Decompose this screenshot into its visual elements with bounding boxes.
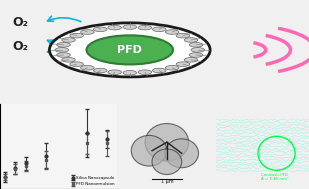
Circle shape	[131, 135, 167, 166]
Circle shape	[184, 57, 198, 62]
Circle shape	[189, 53, 203, 57]
Circle shape	[62, 57, 75, 62]
Circle shape	[138, 70, 152, 74]
Circle shape	[123, 70, 137, 75]
Text: O₂: O₂	[12, 16, 28, 29]
Circle shape	[176, 62, 190, 67]
Circle shape	[81, 66, 94, 70]
Text: O₂: O₂	[12, 40, 28, 53]
Circle shape	[191, 48, 205, 52]
Circle shape	[189, 43, 203, 47]
Circle shape	[165, 66, 179, 70]
Circle shape	[108, 70, 121, 74]
Text: 1 µm: 1 µm	[161, 179, 173, 184]
Circle shape	[49, 23, 210, 77]
Circle shape	[55, 48, 69, 52]
Circle shape	[138, 25, 152, 30]
Circle shape	[62, 38, 75, 42]
Circle shape	[176, 33, 190, 38]
Circle shape	[70, 62, 83, 67]
Circle shape	[94, 27, 107, 32]
Circle shape	[57, 43, 70, 47]
Circle shape	[70, 33, 83, 38]
Circle shape	[87, 35, 173, 64]
Circle shape	[57, 53, 70, 57]
Circle shape	[184, 38, 198, 42]
Circle shape	[152, 27, 166, 32]
Circle shape	[94, 68, 107, 73]
Circle shape	[165, 139, 198, 168]
Circle shape	[152, 149, 182, 175]
Circle shape	[81, 30, 94, 34]
Circle shape	[108, 25, 121, 30]
Circle shape	[165, 30, 179, 34]
Circle shape	[123, 25, 137, 29]
Circle shape	[145, 124, 188, 161]
Circle shape	[152, 68, 166, 73]
Legend: Silica Nanocapsule, PFD Nanoemulsion: Silica Nanocapsule, PFD Nanoemulsion	[70, 175, 115, 187]
Text: PFD: PFD	[117, 45, 142, 55]
Text: Contrast: PFD
A = 1.40 mm²: Contrast: PFD A = 1.40 mm²	[261, 173, 289, 181]
